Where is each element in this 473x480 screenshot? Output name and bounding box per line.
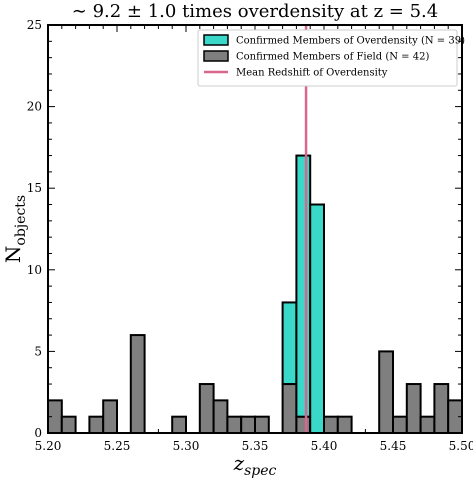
x-tick-label: 5.20 [35,439,62,453]
bar-field [433,383,450,435]
bar-field [378,350,395,434]
y-tick-label: 25 [27,18,42,32]
x-tick-label: 5.50 [449,439,473,453]
legend: Confirmed Members of Overdensity (N = 39… [197,29,465,87]
legend-label: Mean Redshift of Overdensity [236,68,388,79]
chart-title: ∼ 9.2 ± 1.0 times overdensity at z = 5.4 [72,1,438,22]
y-tick-label: 5 [34,344,42,358]
y-axis-label: Nobjects [1,195,29,263]
legend-label: Confirmed Members of Overdensity (N = 39… [236,36,465,47]
x-tick-label: 5.35 [242,439,269,453]
bar-overdensity [295,154,312,418]
histogram-bars [47,154,464,435]
y-tick-label: 10 [27,263,42,277]
bar-overdensity [309,203,326,434]
x-tick-label: 5.45 [380,439,407,453]
y-tick-label: 0 [34,426,42,440]
bar-field [88,415,105,434]
y-tick-label: 15 [27,181,42,195]
bar-field [60,415,77,434]
bar-field [226,415,243,434]
bar-field [129,334,146,434]
y-tick-label: 20 [27,100,42,114]
bar-field [323,415,339,434]
legend-label: Confirmed Members of Field (N = 42) [236,52,429,63]
x-axis-label: zspec [233,451,277,479]
bar-field [295,415,312,434]
bar-field [102,399,118,434]
bar-field [281,383,298,435]
bar-field [212,399,229,434]
bar-field [405,383,422,435]
legend-swatch [203,34,229,46]
bar-field [240,415,256,434]
bar-field [419,415,436,434]
legend-swatch [203,50,229,62]
x-tick-label: 5.25 [104,439,131,453]
bar-overdensity [281,301,298,386]
bar-field [254,415,270,434]
bar-field [336,415,353,434]
bar-field [171,415,187,434]
bar-field [392,415,408,434]
legend-box [197,29,458,87]
x-tick-label: 5.30 [173,439,200,453]
bar-field [198,383,215,435]
x-tick-label: 5.40 [311,439,338,453]
